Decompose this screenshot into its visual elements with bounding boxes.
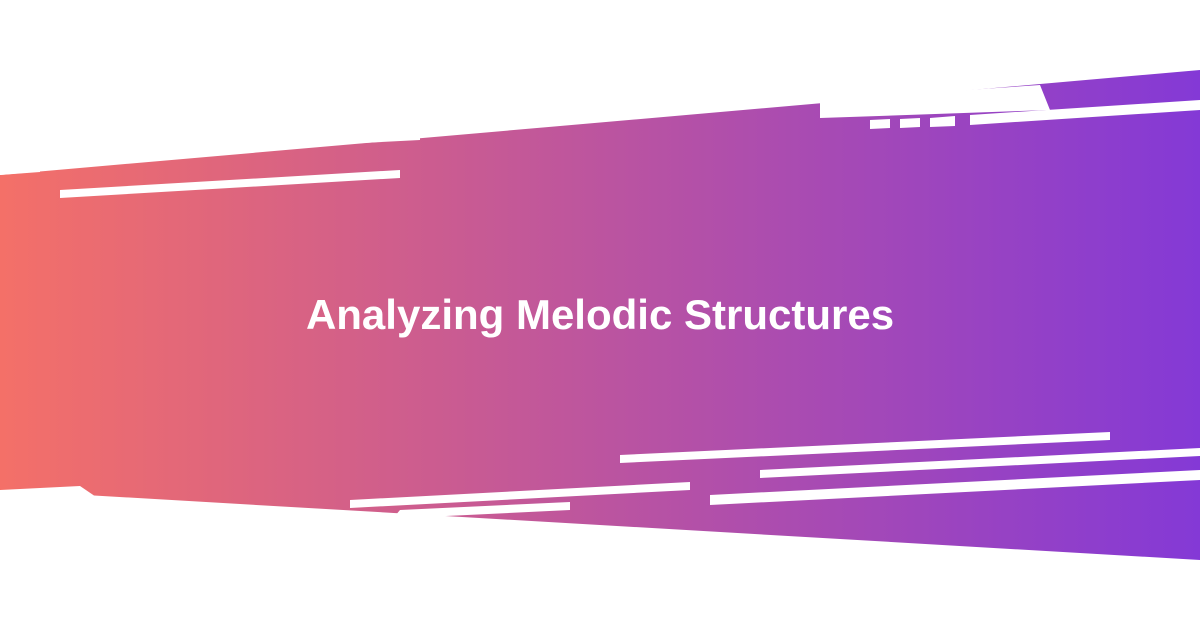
banner-title: Analyzing Melodic Structures: [306, 291, 894, 339]
